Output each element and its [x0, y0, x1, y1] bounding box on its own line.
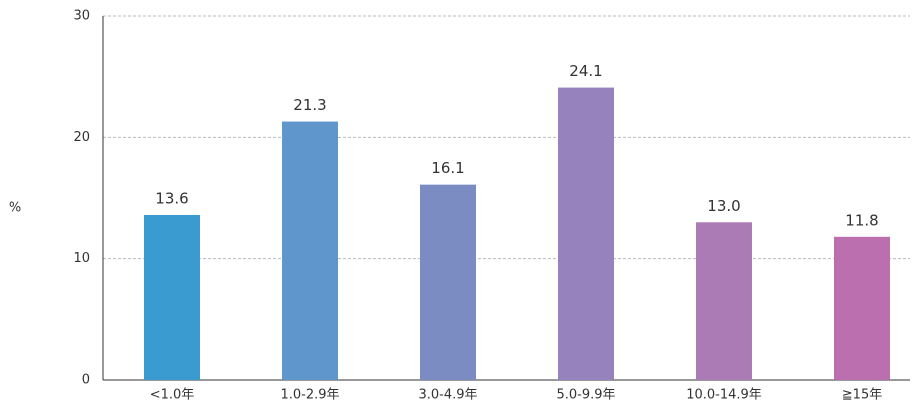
bar [558, 87, 614, 380]
bar [834, 236, 890, 380]
x-tick-label: 3.0-4.9年 [418, 388, 477, 403]
bar [144, 214, 200, 380]
bar [282, 121, 338, 380]
data-label: 21.3 [293, 96, 326, 114]
y-axis-label: % [9, 201, 21, 216]
x-tick-label: ≧15年 [842, 388, 882, 403]
y-tick-label: 30 [73, 9, 90, 24]
data-label: 13.0 [707, 197, 740, 215]
x-tick-label: 5.0-9.9年 [556, 388, 615, 403]
data-label: 11.8 [845, 211, 878, 229]
bar [420, 184, 476, 380]
data-label: 13.6 [155, 189, 188, 207]
data-label: 24.1 [569, 62, 602, 80]
x-tick-label: 1.0-2.9年 [280, 388, 339, 403]
bar [696, 222, 752, 380]
y-tick-label: 10 [73, 251, 90, 266]
x-tick-label: 10.0-14.9年 [686, 388, 762, 403]
data-label: 16.1 [431, 159, 464, 177]
y-tick-label: 20 [73, 130, 90, 145]
y-tick-label: 0 [82, 373, 90, 388]
x-tick-label: <1.0年 [150, 388, 195, 403]
